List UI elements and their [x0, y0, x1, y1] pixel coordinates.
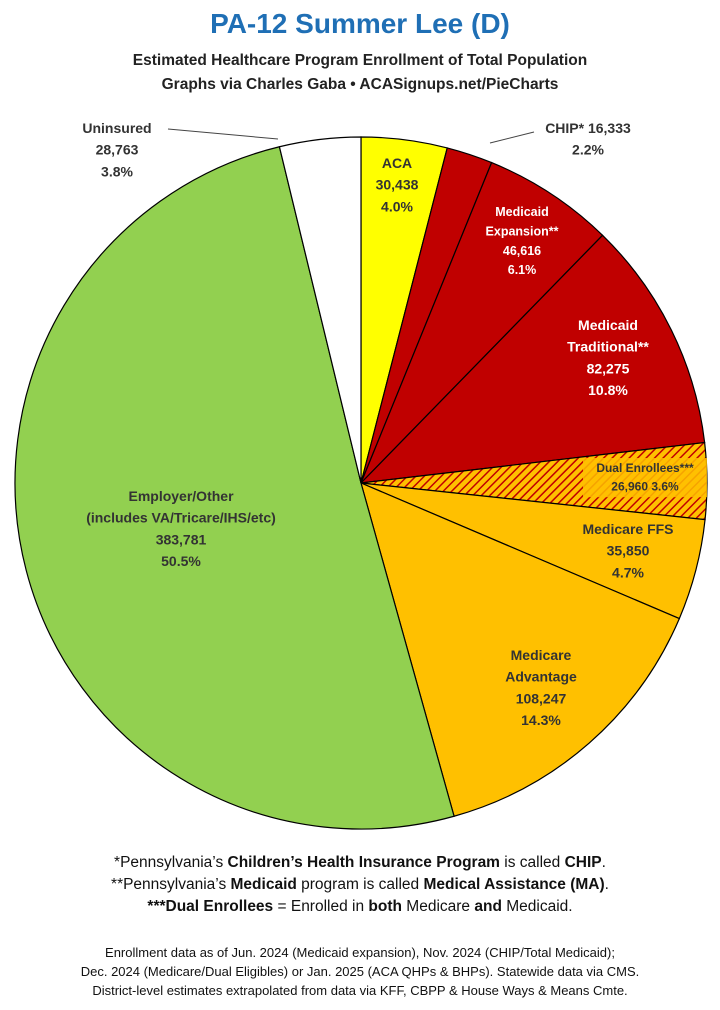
footnote-text: *Pennsylvania’s	[114, 854, 228, 871]
slice-label-medicare-advantage: Medicare Advantage 108,247 14.3%	[505, 647, 577, 728]
chart-credit: Graphs via Charles Gaba • ACASignups.net…	[161, 76, 559, 93]
pie-slice-medicaid-traditional	[359, 234, 706, 484]
footnote-bold: Children’s Health Insurance Program	[227, 854, 500, 871]
footnote-text: is called	[499, 854, 565, 871]
footnote-text: = Enrolled in	[273, 898, 369, 915]
footnote-bold: Medical Assistance (MA)	[423, 876, 605, 893]
chart-subtitle: Estimated Healthcare Program Enrollment …	[132, 52, 588, 69]
slice-label-chip: CHIP* 16,333 2.2%	[545, 120, 631, 158]
footnote-medicaid: **Pennsylvania’s Medicaid program is cal…	[0, 874, 720, 896]
pie-slice-medicaid-expansion	[360, 161, 604, 484]
footnote-dual: ***Dual Enrollees = Enrolled in both Med…	[0, 896, 720, 918]
slice-label-medicaid-traditional: Medicaid Traditional** 82,275 10.8%	[567, 317, 649, 398]
footnote-text: .	[601, 854, 606, 871]
slice-label-medicare-ffs: Medicare FFS 35,850 4.7%	[582, 521, 673, 580]
footnote-text: program is called	[296, 876, 424, 893]
page-title: PA-12 Summer Lee (D)	[210, 8, 510, 39]
pie-slice-medicare-advantage	[360, 481, 681, 817]
footnote-text: **Pennsylvania’s	[111, 876, 231, 893]
source-line: Dec. 2024 (Medicare/Dual Eligibles) or J…	[80, 964, 640, 979]
footnote-text: Medicaid.	[501, 898, 573, 915]
pie-slice-employer-other	[14, 146, 455, 830]
slice-label-medicaid-expansion: Medicaid Expansion** 46,616 6.1%	[486, 205, 559, 277]
footnote-text: Medicare	[401, 898, 475, 915]
slice-label-aca: ACA 30,438 4.0%	[376, 155, 419, 214]
dual-enrollees-label-bg	[583, 458, 707, 498]
source-line: District-level estimates extrapolated fr…	[92, 983, 628, 998]
leader-line-chip	[489, 131, 535, 144]
footnote-text: .	[604, 876, 609, 893]
footnote-bold: Medicaid	[230, 876, 297, 893]
footnote-bold: both	[368, 898, 402, 915]
footnote-bold: CHIP	[564, 854, 602, 871]
footnote-chip: *Pennsylvania’s Children’s Health Insura…	[0, 852, 720, 874]
pie-slice-uninsured	[278, 136, 362, 484]
slice-label-dual-enrollees: Dual Enrollees*** 26,960 3.6%	[596, 461, 694, 494]
footnote-bold: ***Dual Enrollees	[147, 898, 274, 915]
source-line: Enrollment data as of Jun. 2024 (Medicai…	[105, 945, 615, 960]
slice-label-uninsured: Uninsured 28,763 3.8%	[82, 120, 151, 179]
slice-label-employer-other: Employer/Other (includes VA/Tricare/IHS/e…	[86, 488, 276, 569]
data-sources: Enrollment data as of Jun. 2024 (Medicai…	[0, 943, 720, 1000]
leader-line-uninsured	[167, 128, 279, 140]
footnotes: *Pennsylvania’s Children’s Health Insura…	[0, 852, 720, 918]
footnote-bold: and	[474, 898, 502, 915]
